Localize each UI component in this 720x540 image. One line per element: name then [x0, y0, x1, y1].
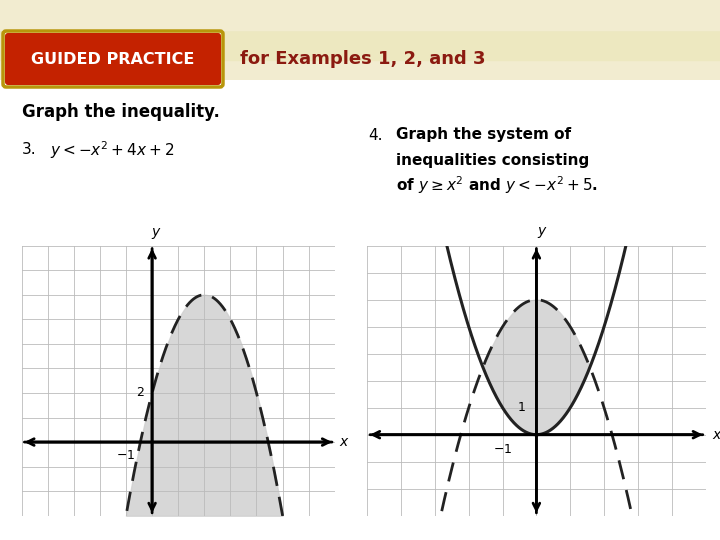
Text: 4.: 4.	[368, 127, 382, 143]
Text: $y$: $y$	[537, 225, 548, 240]
Text: inequalities consisting: inequalities consisting	[396, 152, 589, 167]
Bar	[0, 80, 720, 540]
Text: Graph the system of: Graph the system of	[396, 127, 571, 143]
Text: $x$: $x$	[712, 428, 720, 442]
Text: Graph the inequality.: Graph the inequality.	[22, 103, 220, 121]
Text: $-1$: $-1$	[117, 449, 135, 462]
Text: $x$: $x$	[338, 435, 349, 449]
Text: $1$: $1$	[518, 401, 526, 414]
Text: $-1$: $-1$	[493, 443, 512, 456]
Text: $y$: $y$	[151, 226, 162, 241]
Text: $y < -x^2 + 4x + 2$: $y < -x^2 + 4x + 2$	[50, 139, 174, 161]
Text: of $y \geq x^2$ and $y < -x^2 + 5$.: of $y \geq x^2$ and $y < -x^2 + 5$.	[396, 174, 598, 196]
FancyBboxPatch shape	[5, 33, 221, 85]
Text: for Examples 1, 2, and 3: for Examples 1, 2, and 3	[240, 50, 485, 68]
Text: $2$: $2$	[135, 387, 144, 400]
Text: GUIDED PRACTICE: GUIDED PRACTICE	[31, 51, 194, 66]
Text: 3.: 3.	[22, 143, 37, 158]
